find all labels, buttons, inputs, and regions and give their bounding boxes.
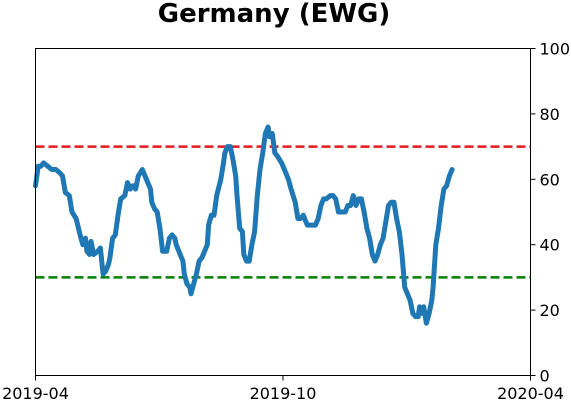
- y-tick-label: 80: [540, 105, 560, 124]
- x-tick-label: 2020-04: [497, 384, 564, 402]
- series-layer: [33, 124, 455, 326]
- y-tick-label: 0: [540, 367, 550, 386]
- series-line-0: [33, 124, 455, 326]
- y-tick-label: 100: [540, 40, 571, 59]
- y-tick-label: 60: [540, 170, 560, 189]
- chart-title: Germany (EWG): [158, 0, 391, 29]
- reference-lines: [35, 145, 531, 279]
- plot-frame: [35, 48, 531, 376]
- y-tick-label: 40: [540, 236, 560, 255]
- y-axis: 0 20 40 60 80 100: [530, 40, 571, 386]
- y-tick-label: 20: [540, 301, 560, 320]
- x-tick-label: 2019-04: [2, 384, 69, 402]
- x-axis: 2019-04 2019-10 2020-04: [2, 375, 564, 402]
- x-tick-label: 2019-10: [250, 384, 317, 402]
